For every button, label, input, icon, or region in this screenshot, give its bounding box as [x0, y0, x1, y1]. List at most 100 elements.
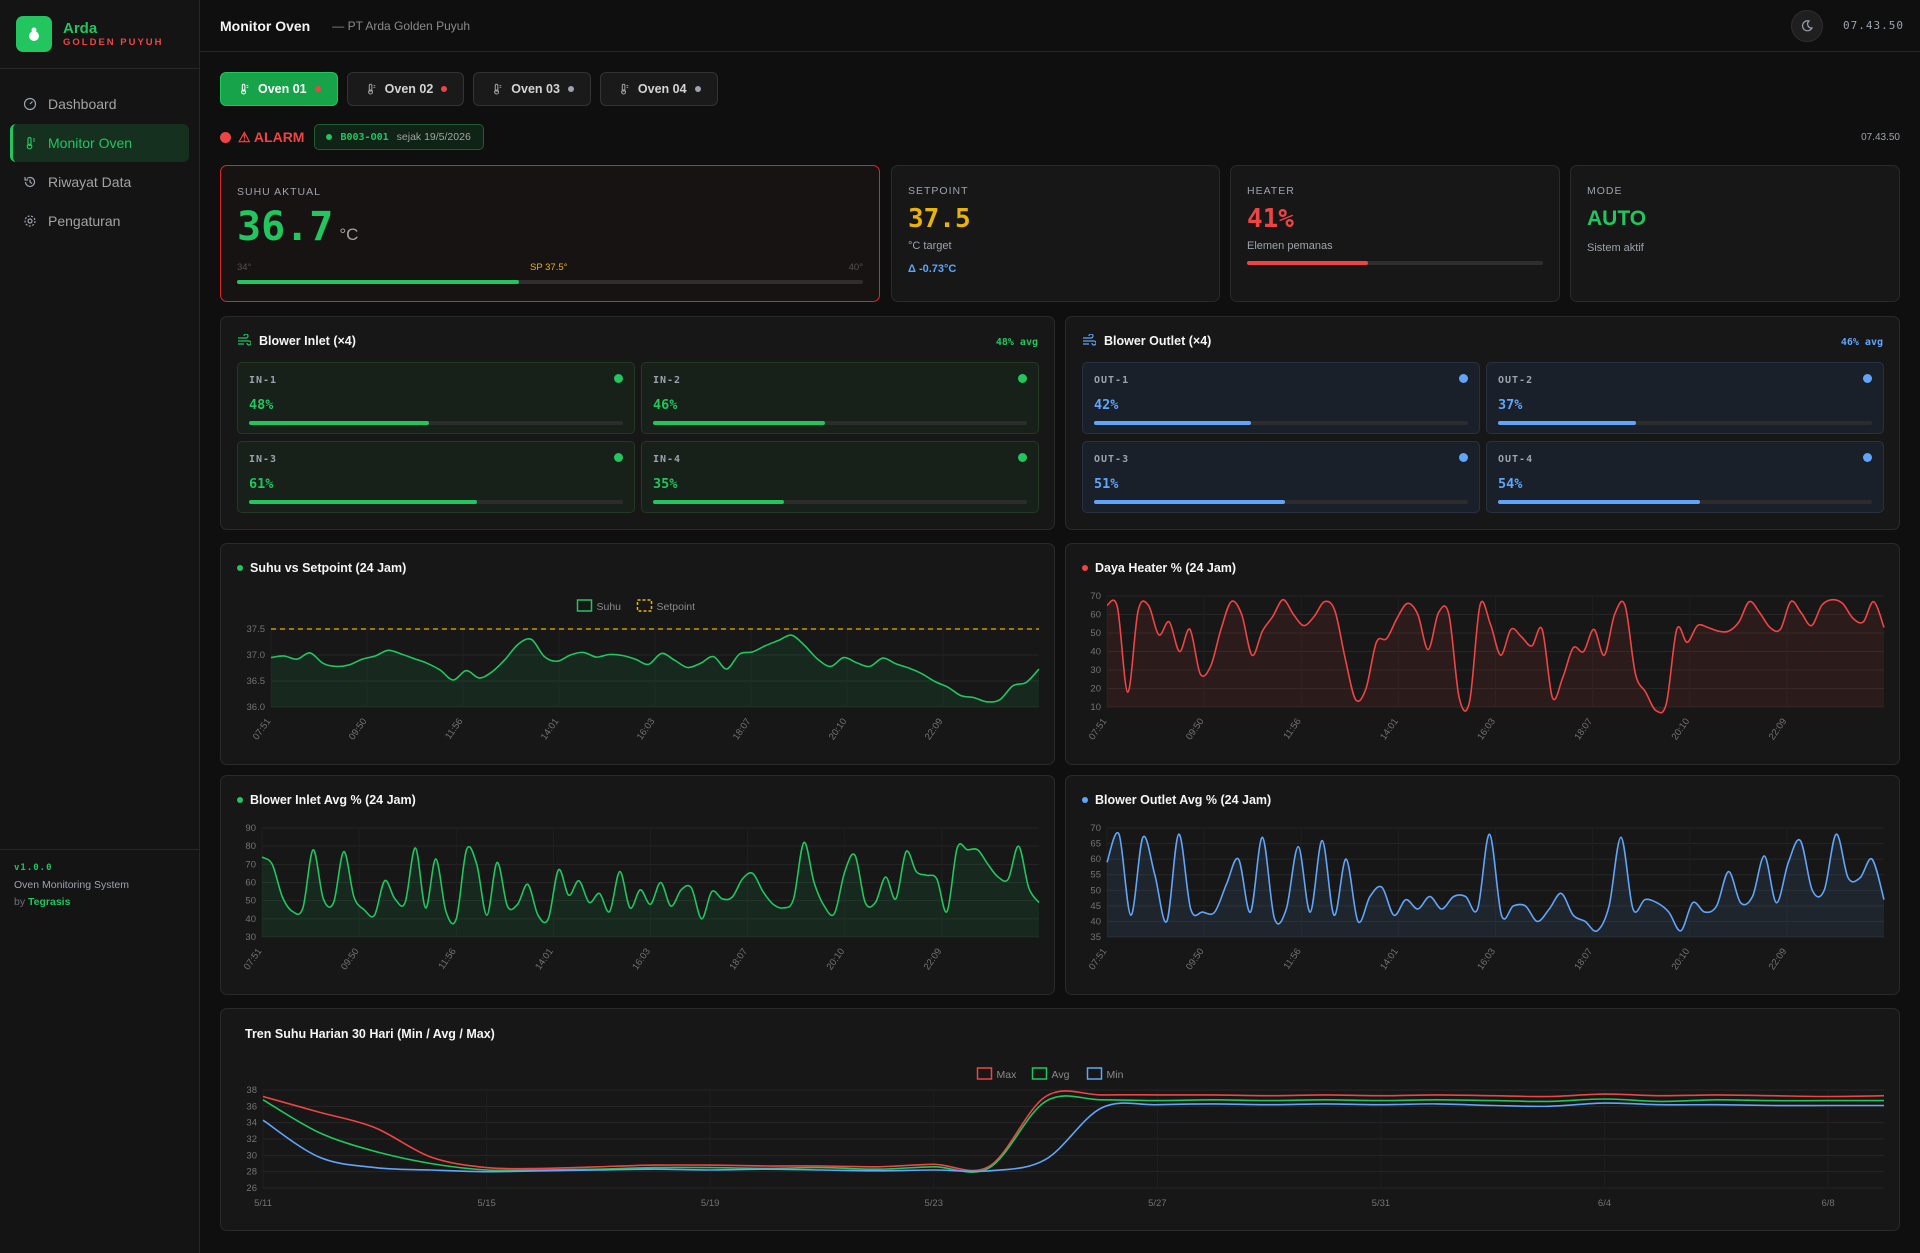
- sidebar-item-dashboard[interactable]: Dashboard: [10, 85, 189, 123]
- tab-oven-04[interactable]: Oven 04: [599, 72, 718, 106]
- tab-oven-03[interactable]: Oven 03: [473, 72, 591, 106]
- legend-label: Setpoint: [657, 601, 696, 613]
- status-dot: [614, 453, 623, 462]
- tab-status-dot: [441, 86, 448, 92]
- y-tick-label: 50: [245, 896, 256, 907]
- legend-swatch: [1086, 1067, 1103, 1080]
- setpoint-delta: Δ -0.73°C: [908, 263, 957, 275]
- x-tick-label: 5/31: [1372, 1198, 1391, 1209]
- chart-title-text: Suhu vs Setpoint (24 Jam): [250, 561, 407, 575]
- x-tick-label: 18:07: [731, 716, 754, 742]
- status-dot: [1459, 453, 1468, 462]
- blower-inlet-title: Blower Inlet (×4): [237, 334, 356, 348]
- blower-outlet-tile[interactable]: OUT-4 54%: [1486, 441, 1884, 513]
- blower-outlet-tile[interactable]: OUT-1 42%: [1082, 362, 1480, 434]
- chart-svg: 36.0 36.5 37.0 37.5 07:51 09:50 11:56 14:01 16:0…: [247, 599, 1040, 742]
- legend-label: Max: [997, 1069, 1018, 1081]
- series-area: [262, 842, 1039, 937]
- status-dot: [1459, 374, 1468, 383]
- y-tick-label: 90: [245, 823, 256, 834]
- sidebar-item-monitor-oven[interactable]: Monitor Oven: [10, 124, 189, 162]
- alarm-code-badge[interactable]: B003-O01 sejak 19/5/2026: [314, 124, 484, 150]
- legend-label: Suhu: [597, 601, 622, 613]
- sidebar-nav: Dashboard Monitor Oven Riwayat Data Pengatu…: [0, 69, 199, 257]
- blower-inlet-tile[interactable]: IN-3 61%: [237, 441, 635, 513]
- legend-label: Min: [1107, 1069, 1124, 1081]
- x-tick-label: 22:09: [922, 946, 945, 972]
- range-min: 34°: [237, 262, 252, 273]
- tile-bar: [1094, 500, 1468, 504]
- thermometer-icon: [494, 83, 502, 95]
- x-tick-label: 07:51: [1087, 716, 1110, 742]
- x-tick-label: 5/15: [477, 1198, 496, 1209]
- series-line-main: [1106, 598, 1885, 714]
- fan-icon: [238, 334, 251, 346]
- y-tick-label: 40: [1090, 916, 1101, 927]
- tab-oven-01[interactable]: Oven 01: [220, 72, 338, 106]
- brand-name: Arda: [63, 19, 98, 37]
- x-tick-label: 09:50: [1184, 716, 1207, 742]
- tile-bar: [653, 500, 1027, 504]
- y-tick-label: 70: [1090, 591, 1101, 602]
- x-tick-label: 09:50: [339, 946, 362, 972]
- gear-icon: [24, 215, 36, 227]
- blower-inlet-tile[interactable]: IN-2 46%: [641, 362, 1039, 434]
- tab-oven-02[interactable]: Oven 02: [346, 72, 465, 106]
- sidebar-item-riwayat-data[interactable]: Riwayat Data: [10, 163, 189, 201]
- x-tick-label: 22:09: [1767, 946, 1790, 972]
- y-tick-label: 50: [1090, 628, 1101, 639]
- thermometer-icon: [367, 83, 375, 95]
- blower-outlet-title: Blower Outlet (×4): [1082, 334, 1211, 348]
- y-tick-label: 80: [245, 841, 256, 852]
- x-tick-label: 5/27: [1148, 1198, 1167, 1209]
- x-tick-label: 5/19: [701, 1198, 720, 1209]
- alarm-indicator: [220, 131, 231, 143]
- status-dot: [1018, 374, 1027, 383]
- tile-bar-fill: [653, 421, 826, 425]
- blower-outlet-tile[interactable]: OUT-3 51%: [1082, 441, 1480, 513]
- blower-outlet-tile[interactable]: OUT-2 37%: [1486, 362, 1884, 434]
- series-area: [271, 635, 1039, 707]
- y-tick-label: 60: [245, 878, 256, 889]
- top-header: Monitor Oven — PT Arda Golden Puyuh 07.4…: [200, 0, 1920, 52]
- y-tick-label: 34: [246, 1118, 257, 1129]
- chart-title-text: Blower Inlet Avg % (24 Jam): [250, 793, 416, 807]
- blower-inlet-tile[interactable]: IN-1 48%: [237, 362, 635, 434]
- temperature-label: SUHU AKTUAL: [237, 186, 321, 198]
- tile-bar: [653, 421, 1027, 425]
- tile-bar: [1094, 421, 1468, 425]
- x-tick-label: 18:07: [727, 946, 750, 972]
- x-tick-label: 18:07: [1572, 946, 1595, 972]
- x-tick-label: 14:01: [1378, 946, 1401, 972]
- blower-inlet-label: Blower Inlet (×4): [259, 334, 356, 348]
- blower-inlet-tile[interactable]: IN-4 35%: [641, 441, 1039, 513]
- tile-value: 35%: [653, 476, 678, 492]
- y-tick-label: 36.5: [247, 676, 266, 687]
- tile-bar-fill: [1094, 421, 1252, 425]
- tile-label: OUT-2: [1498, 375, 1534, 386]
- sidebar-item-pengaturan[interactable]: Pengaturan: [10, 202, 189, 240]
- temperature-card: SUHU AKTUAL 36.7 °C 34° SP 37.5° 40°: [220, 165, 880, 302]
- y-tick-label: 60: [1090, 854, 1101, 865]
- x-tick-label: 07:51: [1087, 946, 1110, 972]
- x-tick-label: 11:56: [1281, 716, 1303, 741]
- setpoint-marker: SP 37.5°: [530, 262, 568, 273]
- status-dot: [614, 374, 623, 383]
- tile-label: OUT-3: [1094, 454, 1130, 465]
- tab-status-dot: [567, 86, 574, 92]
- tile-bar-fill: [249, 500, 478, 504]
- heater-card: HEATER 41% Elemen pemanas: [1230, 165, 1560, 302]
- theme-toggle-button[interactable]: [1791, 10, 1823, 42]
- heater-bar-fill: [1247, 261, 1369, 265]
- y-tick-label: 28: [246, 1167, 257, 1178]
- y-tick-label: 70: [1090, 823, 1101, 834]
- title-dot: [237, 565, 243, 571]
- heater-bar: [1247, 261, 1543, 265]
- tile-bar-fill: [249, 421, 429, 425]
- blower-inlet-avg: 48% avg: [995, 337, 1038, 348]
- chart-title: Blower Outlet Avg % (24 Jam): [1082, 793, 1271, 807]
- status-dot: [1863, 453, 1872, 462]
- alarm-label: ⚠ ALARM: [238, 128, 305, 145]
- tile-bar: [1498, 421, 1872, 425]
- x-tick-label: 14:01: [533, 946, 556, 972]
